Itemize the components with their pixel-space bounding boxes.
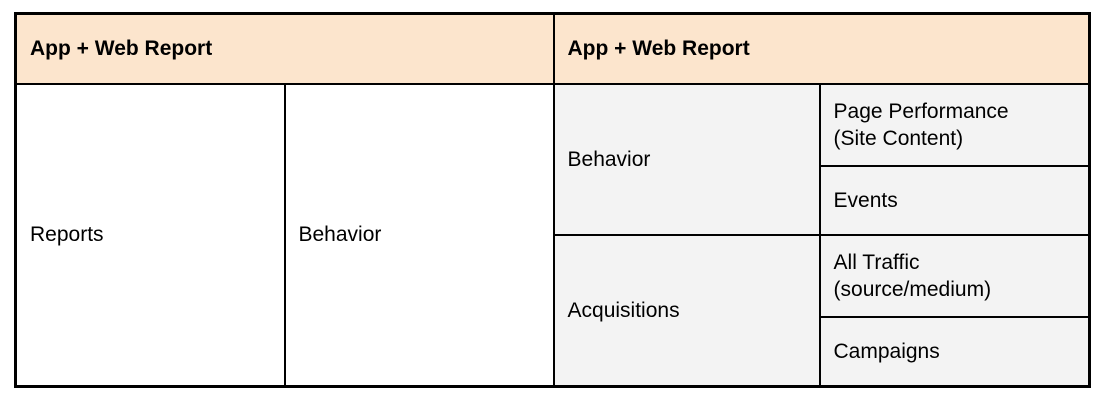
cell-events: Events [818,165,1091,236]
table-row: Reports Behavior Behavior Page Performan… [14,83,1091,387]
table-row: Campaigns [16,316,1091,387]
header-cell-right: App + Web Report [552,12,1091,85]
header-row: App + Web Report App + Web Report [14,12,1091,85]
cell-group-acquisitions: Acquisitions [552,234,821,387]
cell-behavior-left: Behavior [283,83,555,387]
table-row: Acquisitions All Traffic (source/medium) [16,234,1091,387]
cell-page-performance: Page Performance (Site Content) [818,83,1091,167]
cell-campaigns: Campaigns [818,316,1091,387]
table-row: Events [16,165,1091,236]
cell-all-traffic: All Traffic (source/medium) [818,234,1091,318]
report-mapping-table: App + Web Report App + Web Report Report… [14,12,1092,388]
cell-reports: Reports [14,83,286,387]
cell-group-behavior: Behavior [552,83,821,236]
header-cell-left: App + Web Report [14,12,555,85]
